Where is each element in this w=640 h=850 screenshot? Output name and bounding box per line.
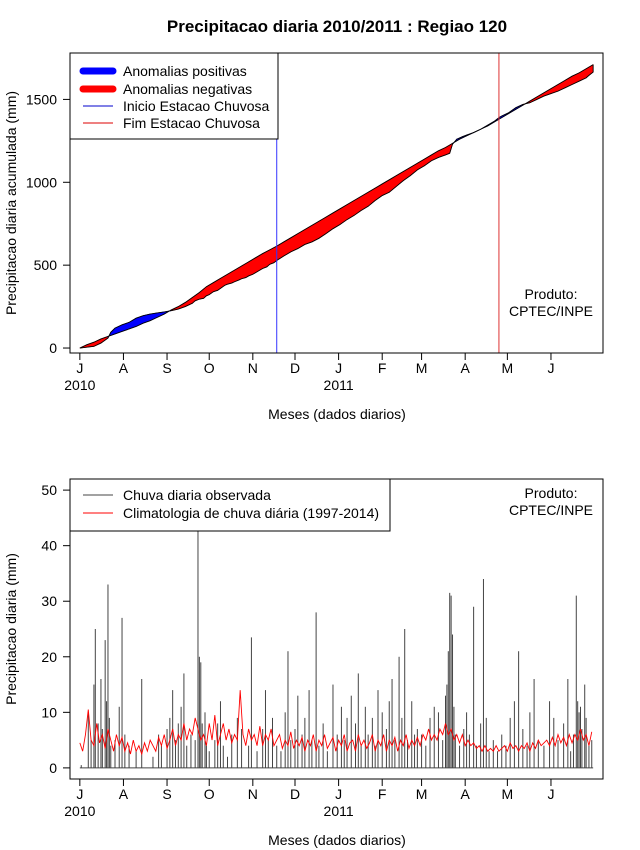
x-tick-label: D [290, 786, 300, 802]
credit-line-1: Produto: [525, 286, 578, 302]
anomaly-segment [283, 237, 292, 257]
y-axis: 0 500 1000 1500 [26, 91, 70, 356]
y-axis-title: Precipitacao diaria acumulada (mm) [3, 91, 19, 315]
anomaly-segment [231, 269, 235, 284]
x-tick-label: A [119, 786, 129, 802]
y-tick-label: 40 [41, 538, 57, 554]
year-label: 2010 [64, 377, 95, 393]
y-tick-label: 10 [41, 704, 57, 720]
anomaly-segment [269, 247, 275, 265]
legend-label-season-start: Inicio Estacao Chuvosa [123, 98, 270, 114]
y-tick-label: 0 [49, 340, 57, 356]
legend-label-season-end: Fim Estacao Chuvosa [123, 115, 260, 131]
season-markers-layer [276, 53, 500, 353]
y-tick-label: 20 [41, 649, 57, 665]
x-tick-label: F [378, 786, 387, 802]
y-tick-label: 30 [41, 593, 57, 609]
x-tick-label: M [502, 360, 514, 376]
accumulated-precipitation-chart: Precipitacao diaria 2010/2011 : Regiao 1… [3, 17, 604, 422]
anomaly-segment [360, 191, 369, 211]
year-label: 2010 [64, 803, 95, 819]
climatology-line-layer [79, 690, 593, 756]
daily-rain-bars-layer [79, 529, 594, 769]
legend-label-negative: Anomalias negativas [123, 81, 252, 97]
x-tick-label: A [461, 786, 471, 802]
x-tick-label: F [378, 360, 387, 376]
climatology-daily-line [79, 690, 593, 756]
y-axis: 0 10 20 30 40 50 [41, 482, 70, 776]
plot-frame [69, 52, 604, 354]
x-tick-label: S [162, 360, 171, 376]
y-tick-label: 500 [34, 257, 58, 273]
anomaly-segment [93, 338, 102, 347]
y-tick-label: 50 [41, 482, 57, 498]
year-label: 2011 [324, 803, 354, 819]
anomaly-segment [332, 208, 341, 230]
legend-box [69, 52, 279, 140]
x-tick-label: A [461, 360, 471, 376]
y-tick-label: 1500 [26, 91, 57, 107]
legend-label-climatology: Climatologia de chuva diária (1997-2014) [123, 505, 379, 521]
x-tick-label: A [119, 360, 129, 376]
legend-label-observed: Chuva diaria observada [123, 487, 271, 503]
legend: Anomalias positivas Anomalias negativas … [69, 52, 279, 140]
x-tick-label: O [204, 360, 215, 376]
credit-line-1: Produto: [525, 485, 578, 501]
anomaly-segment [259, 253, 263, 271]
x-tick-label: D [290, 360, 300, 376]
year-label: 2011 [324, 377, 354, 393]
x-tick-label: M [416, 360, 428, 376]
x-tick-label: J [335, 786, 342, 802]
x-tick-label: J [335, 360, 342, 376]
legend: Chuva diaria observada Climatologia de c… [69, 478, 391, 532]
x-tick-label: J [76, 786, 83, 802]
anomaly-segment [252, 257, 256, 275]
anomaly-segment [245, 261, 249, 279]
legend-label-positive: Anomalias positivas [123, 63, 247, 79]
anomaly-segment [238, 265, 242, 281]
anomaly-segment [297, 228, 306, 250]
x-tick-label: M [502, 786, 514, 802]
x-axis-title: Meses (dados diarios) [268, 406, 406, 422]
x-tick-label: O [204, 786, 215, 802]
chart-title: Precipitacao diaria 2010/2011 : Regiao 1… [167, 17, 507, 36]
anomaly-segment [262, 250, 268, 269]
anomaly-segment [346, 199, 355, 221]
observed-accumulation-line [79, 64, 594, 349]
x-tick-label: N [248, 786, 258, 802]
x-axis-title: Meses (dados diarios) [268, 832, 406, 848]
x-tick-label: J [547, 786, 554, 802]
x-tick-label: S [162, 786, 171, 802]
x-tick-label: J [76, 360, 83, 376]
anomaly-segment [276, 241, 285, 262]
x-tick-label: J [547, 360, 554, 376]
y-tick-label: 0 [49, 760, 57, 776]
anomaly-segment [304, 224, 313, 245]
legend-box [69, 478, 391, 532]
x-tick-label: N [248, 360, 258, 376]
climatology-accumulation-line [79, 64, 594, 349]
credit-line-2: CPTEC/INPE [509, 303, 593, 319]
accumulation-lines-layer [79, 64, 594, 349]
credit-line-2: CPTEC/INPE [509, 502, 593, 518]
y-tick-label: 1000 [26, 174, 57, 190]
x-tick-label: M [416, 786, 428, 802]
y-axis-title: Precipitacao diaria (mm) [3, 553, 19, 705]
